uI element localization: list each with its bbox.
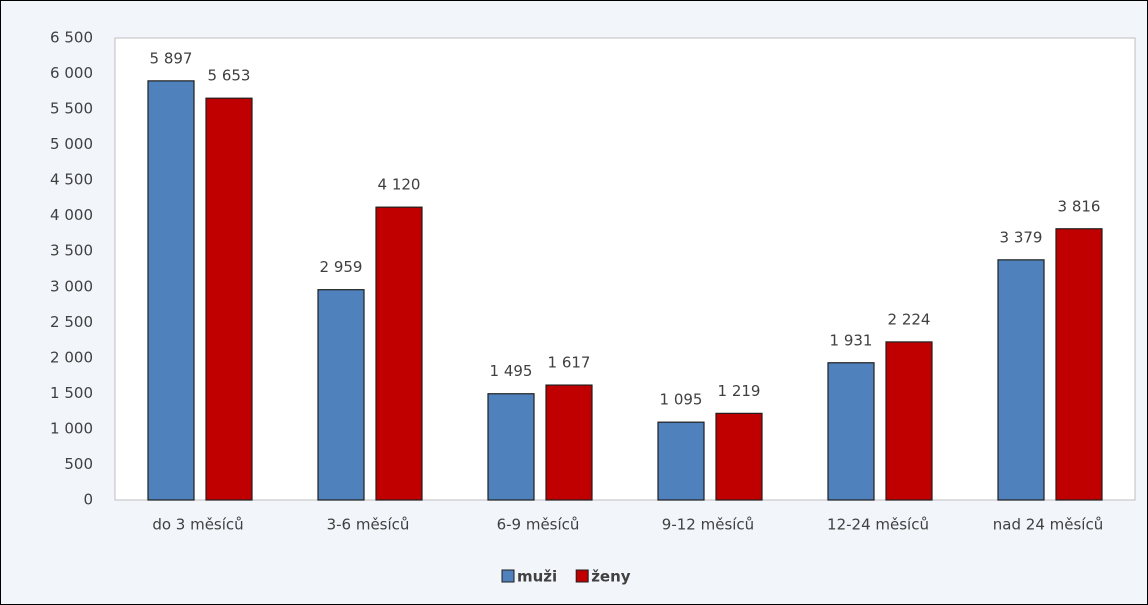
data-label: 4 120 [378, 176, 421, 194]
y-tick-label: 3 000 [50, 277, 93, 295]
data-label: 1 931 [830, 331, 873, 349]
x-tick-label: 12-24 měsíců [827, 516, 929, 534]
y-tick-label: 4 500 [50, 171, 93, 189]
data-label: 3 379 [1000, 228, 1043, 246]
data-label: 1 617 [548, 354, 591, 372]
bar [205, 97, 253, 501]
data-label: 1 495 [490, 362, 533, 380]
data-label: 3 816 [1058, 197, 1101, 215]
data-label: 2 959 [320, 258, 363, 276]
legend-label: muži [517, 568, 557, 586]
bar [317, 289, 365, 501]
y-tick-label: 5 500 [50, 100, 93, 118]
bar [487, 393, 535, 501]
data-label: 5 653 [208, 67, 251, 85]
x-tick-label: 6-9 měsíců [497, 516, 580, 534]
bar [657, 421, 705, 501]
bar [715, 412, 763, 501]
data-label: 5 897 [150, 49, 193, 67]
x-tick-label: 3-6 měsíců [327, 516, 410, 534]
plot-area [114, 37, 1136, 501]
legend-swatch [575, 569, 589, 583]
y-tick-label: 2 000 [50, 348, 93, 366]
bar [147, 80, 195, 501]
y-tick-label: 0 [83, 491, 93, 509]
y-tick-label: 4 000 [50, 206, 93, 224]
data-label: 1 095 [660, 391, 703, 409]
y-tick-label: 6 000 [50, 64, 93, 82]
y-tick-label: 6 500 [50, 29, 93, 47]
bar [375, 206, 423, 501]
y-tick-label: 5 000 [50, 135, 93, 153]
x-tick-label: nad 24 měsíců [993, 516, 1103, 534]
bar [997, 259, 1045, 501]
data-label: 1 219 [718, 382, 761, 400]
x-tick-label: do 3 měsíců [152, 516, 243, 534]
y-tick-label: 3 500 [50, 242, 93, 260]
data-label: 2 224 [888, 310, 931, 328]
bar [1055, 228, 1103, 501]
bar [827, 362, 875, 501]
y-tick-label: 2 500 [50, 313, 93, 331]
legend-swatch [501, 569, 515, 583]
bar [885, 341, 933, 501]
legend-label: ženy [591, 568, 631, 586]
x-tick-label: 9-12 měsíců [662, 516, 754, 534]
y-tick-label: 1 000 [50, 419, 93, 437]
bar [545, 384, 593, 501]
y-tick-label: 500 [64, 455, 93, 473]
y-tick-label: 1 500 [50, 384, 93, 402]
